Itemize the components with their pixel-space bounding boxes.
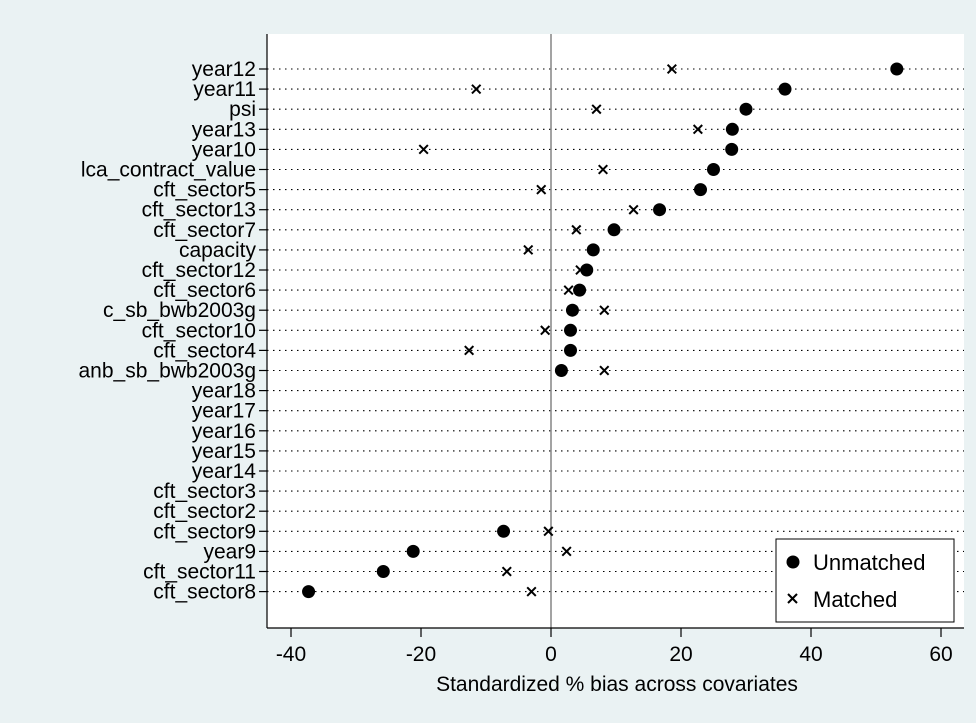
matched-point bbox=[501, 566, 512, 577]
unmatched-point bbox=[725, 142, 739, 156]
matched-point bbox=[563, 285, 574, 296]
y-tick-label: cft_sector4 bbox=[153, 339, 256, 362]
y-tick-label: year13 bbox=[192, 118, 256, 141]
y-tick-label: year9 bbox=[203, 540, 256, 563]
matched-point bbox=[591, 104, 602, 115]
data-marks bbox=[302, 62, 904, 599]
x-axis-title: Standardized % bias across covariates bbox=[436, 673, 798, 696]
matched-point bbox=[540, 325, 551, 336]
y-tick-label: year17 bbox=[192, 400, 256, 423]
matched-point bbox=[599, 305, 610, 316]
matched-point bbox=[543, 526, 554, 537]
y-tick-label: capacity bbox=[179, 239, 257, 262]
unmatched-point bbox=[653, 203, 667, 217]
legend: Unmatched Matched bbox=[775, 538, 955, 623]
matched-point bbox=[464, 345, 475, 356]
unmatched-point bbox=[607, 223, 621, 237]
x-tick-label: -20 bbox=[406, 643, 436, 666]
unmatched-point bbox=[554, 364, 568, 377]
y-tick-label: year18 bbox=[192, 380, 256, 403]
unmatched-point bbox=[739, 102, 753, 116]
y-tick-label: c_sb_bwb2003g bbox=[103, 299, 256, 322]
matched-point bbox=[471, 84, 482, 95]
x-tick-label: 0 bbox=[545, 643, 557, 666]
legend-unmatched-label: Unmatched bbox=[813, 550, 926, 575]
matched-point bbox=[666, 63, 677, 75]
legend-unmatched-marker bbox=[786, 555, 800, 569]
y-tick-label: cft_sector10 bbox=[142, 319, 256, 342]
legend-matched-label: Matched bbox=[813, 587, 897, 612]
matched-point bbox=[418, 144, 429, 155]
matched-point bbox=[561, 546, 572, 557]
y-tick-label: cft_sector9 bbox=[153, 520, 256, 543]
matched-point bbox=[536, 184, 547, 195]
y-tick-label: cft_sector7 bbox=[153, 219, 256, 242]
y-tick-label: cft_sector12 bbox=[142, 259, 256, 282]
unmatched-point bbox=[564, 343, 577, 357]
unmatched-point bbox=[376, 565, 390, 578]
matched-point bbox=[597, 164, 609, 175]
unmatched-point bbox=[573, 283, 587, 297]
unmatched-point bbox=[725, 122, 739, 136]
plot-panel bbox=[267, 34, 964, 628]
grid-lines bbox=[267, 68, 964, 593]
matched-point bbox=[628, 204, 639, 215]
y-tick-label: cft_sector11 bbox=[143, 561, 256, 584]
unmatched-point bbox=[565, 303, 579, 317]
matched-point bbox=[526, 586, 537, 597]
y-tick-label: cft_sector8 bbox=[153, 581, 256, 604]
legend-box bbox=[775, 538, 955, 623]
y-tick-labels: year12year11psiyear13year10lca_contract_… bbox=[79, 58, 267, 604]
y-tick-label: psi bbox=[229, 98, 256, 121]
x-tick-label: 40 bbox=[799, 643, 822, 666]
y-tick-label: year15 bbox=[192, 440, 256, 463]
unmatched-point bbox=[778, 82, 792, 96]
x-axis-ticks: -40 -20 0 20 40 60 bbox=[276, 628, 953, 666]
x-tick-label: -40 bbox=[276, 643, 306, 666]
y-tick-label: cft_sector5 bbox=[153, 179, 256, 202]
y-tick-label: year12 bbox=[192, 58, 256, 81]
y-tick-label: year16 bbox=[192, 420, 256, 443]
y-tick-label: cft_sector2 bbox=[153, 500, 256, 523]
legend-matched-marker bbox=[787, 593, 798, 604]
y-tick-label: cft_sector6 bbox=[153, 279, 256, 302]
unmatched-point bbox=[564, 323, 577, 337]
matched-point bbox=[692, 124, 703, 135]
unmatched-point bbox=[406, 544, 420, 558]
y-tick-label: lca_contract_value bbox=[81, 159, 256, 182]
unmatched-point bbox=[707, 163, 720, 176]
y-tick-label: anb_sb_bwb2003g bbox=[79, 360, 257, 383]
y-tick-label: year14 bbox=[192, 460, 257, 483]
unmatched-point bbox=[890, 62, 904, 76]
y-tick-label: cft_sector3 bbox=[153, 480, 256, 503]
matched-point bbox=[523, 244, 534, 255]
unmatched-point bbox=[497, 524, 511, 538]
unmatched-point bbox=[694, 183, 707, 197]
unmatched-point bbox=[302, 585, 316, 599]
y-tick-label: year11 bbox=[193, 78, 256, 101]
x-tick-label: 60 bbox=[929, 643, 952, 666]
matched-point bbox=[599, 365, 610, 376]
unmatched-point bbox=[586, 243, 600, 257]
x-tick-label: 20 bbox=[669, 643, 692, 666]
y-tick-label: cft_sector13 bbox=[142, 199, 256, 222]
y-tick-label: year10 bbox=[192, 138, 256, 161]
unmatched-point bbox=[580, 263, 594, 277]
matched-point bbox=[571, 224, 582, 235]
